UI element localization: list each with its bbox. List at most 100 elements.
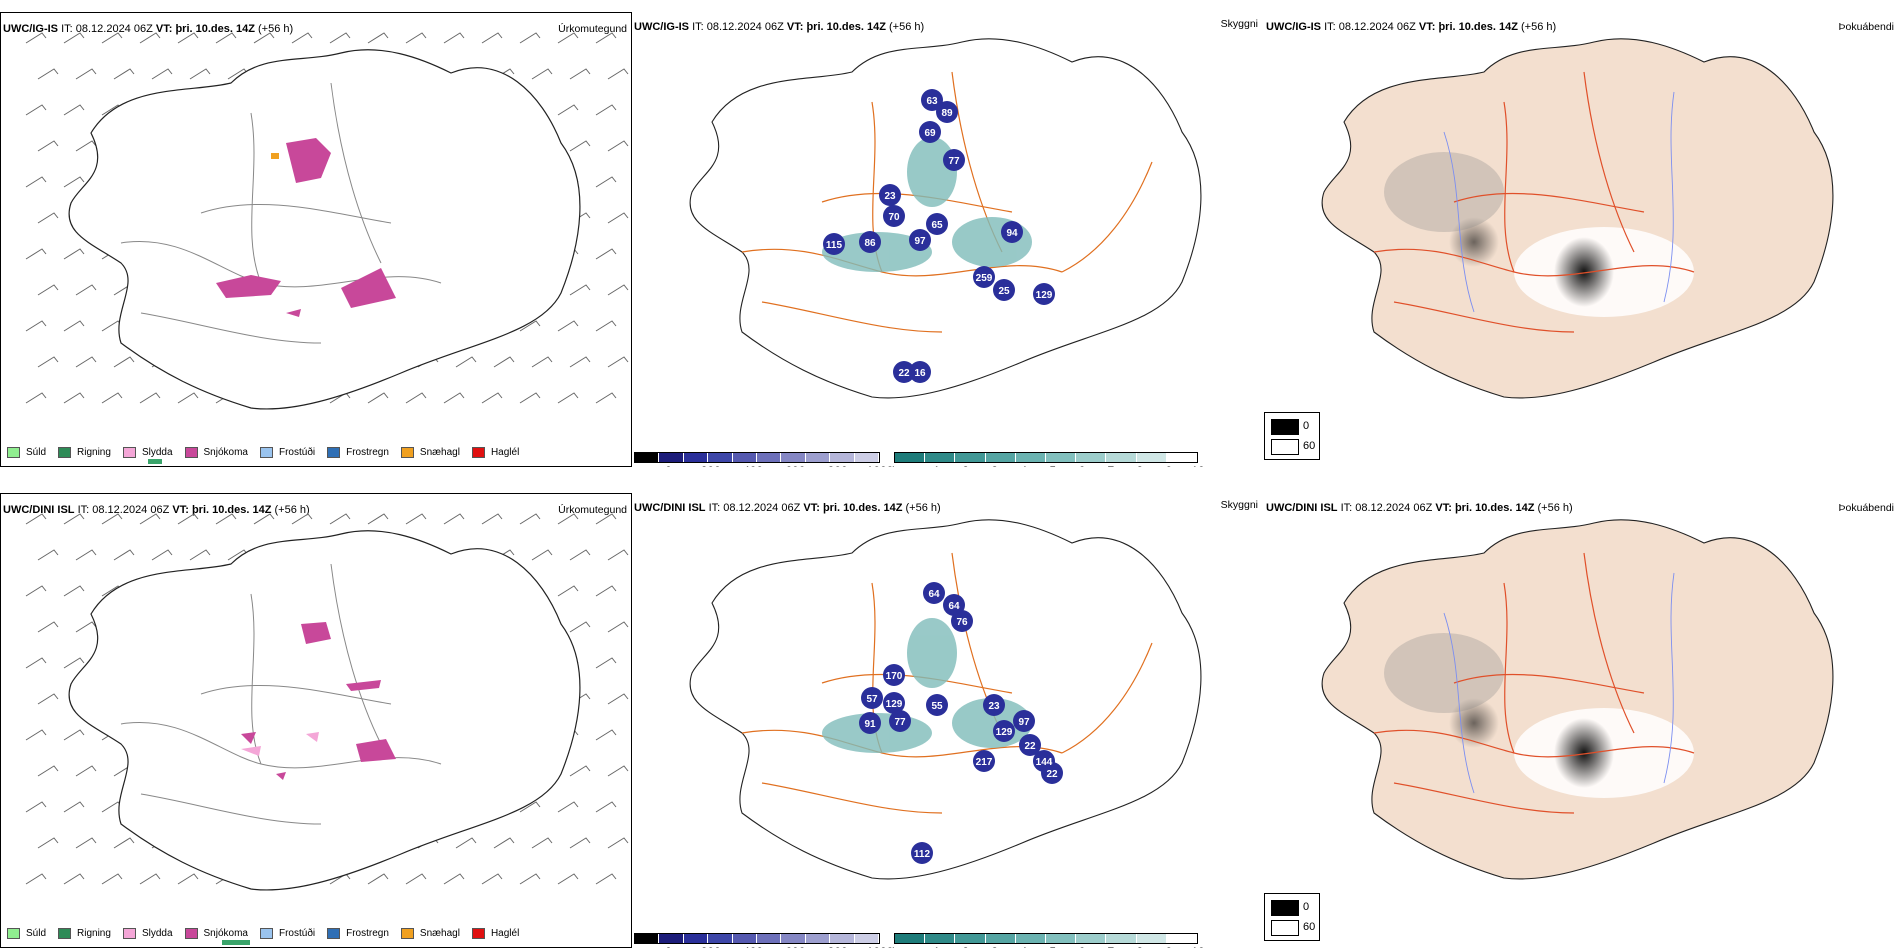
field-title: Skyggni <box>1220 499 1258 511</box>
cloud-value-label: 77 <box>948 156 960 167</box>
legend-item: Rigning <box>58 447 111 458</box>
cloud-cell <box>823 233 845 255</box>
wind-barb <box>113 549 135 561</box>
cloud-cell <box>909 229 931 251</box>
legend-swatch <box>7 447 20 458</box>
snow-areas <box>241 622 396 780</box>
fog-legend-value: 60 <box>1303 921 1316 933</box>
wind-barb <box>569 284 591 296</box>
legend-item: Frostúði <box>259 928 315 939</box>
colorbar-bin <box>1076 934 1107 943</box>
wind-barb <box>607 212 629 224</box>
wind-barb <box>595 248 617 260</box>
colorbar-tick: 1000 <box>867 945 894 948</box>
wind-barb <box>481 32 503 44</box>
wind-barb <box>519 32 541 44</box>
colorbar-bin <box>1106 934 1137 943</box>
cloud-cell <box>1033 283 1055 305</box>
legend-swatch <box>58 447 72 458</box>
legend-label: Haglél <box>490 447 520 458</box>
legend-swatch <box>471 447 485 458</box>
wind-barb <box>63 729 85 741</box>
colorbar-unit: km <box>892 464 908 467</box>
panel-header: UWC/IG-IS IT: 08.12.2024 06Z VT: þri. 10… <box>3 23 294 35</box>
legend-item: Slydda <box>122 928 173 939</box>
cloud-cell <box>893 361 915 383</box>
wind-barb <box>253 513 275 525</box>
colorbar-bin <box>757 934 782 943</box>
colorbar-tick: 600 <box>785 945 805 948</box>
colorbar-bin <box>854 453 880 462</box>
wind-barb <box>557 392 579 404</box>
legend-label: Frostregn <box>346 447 389 458</box>
wind-barb <box>25 104 47 116</box>
colorbar-bin <box>854 934 880 943</box>
iceland-fog-map <box>1321 38 1834 399</box>
cloud-value-label: 23 <box>884 191 896 202</box>
wind-barb <box>367 32 389 44</box>
colorbar-tick: 5 <box>1049 464 1056 467</box>
legend-label: Haglél <box>490 928 520 939</box>
wind-barb <box>101 392 123 404</box>
wind-barb <box>215 32 237 44</box>
cloud-cell <box>973 750 995 772</box>
legend-swatch <box>471 928 485 939</box>
fog-legend-swatch <box>1271 920 1299 936</box>
wind-barb <box>569 68 591 80</box>
cloud-value-label: 77 <box>894 717 906 728</box>
panel-header: UWC/DINI ISL IT: 08.12.2024 06Z VT: þri.… <box>1266 502 1573 514</box>
fog-legend-value: 60 <box>1303 440 1316 452</box>
legend-swatch <box>122 928 136 939</box>
precip-legend: Súld Rigning Slydda Snjókoma Frostúði Frostre… <box>7 928 519 939</box>
fog-legend: 0 60 <box>1264 412 1320 460</box>
colorbar-bin <box>1166 453 1198 462</box>
wind-barb <box>177 513 199 525</box>
wind-barb <box>607 140 629 152</box>
wind-barb <box>151 68 173 80</box>
colorbar-bin <box>805 453 831 462</box>
precip-legend: Súld Rigning Slydda Snjókoma Frostúði Frostre… <box>7 447 519 458</box>
legend-item: Snjókoma <box>184 928 248 939</box>
cloud-value-label: 22 <box>1046 769 1058 780</box>
colorbar-tick: 800 <box>828 464 848 467</box>
wind-barb <box>519 320 541 332</box>
legend-item: Rigning <box>58 928 111 939</box>
wind-barb <box>405 873 427 885</box>
colorbar-tick: 7 <box>1108 464 1115 467</box>
wind-barb <box>443 32 465 44</box>
cloud-value-label: 57 <box>866 694 878 705</box>
colorbar-tick: 9 <box>1166 464 1173 467</box>
field-title: Þokuábendi <box>1838 21 1894 33</box>
wind-barb <box>405 392 427 404</box>
cloud-value-label: 94 <box>1006 228 1018 239</box>
colorbar-bin <box>830 453 855 462</box>
wind-barb <box>37 68 59 80</box>
colorbar-tick: 0 <box>665 945 672 948</box>
colorbar-strip <box>894 452 1198 463</box>
wind-barb <box>215 513 237 525</box>
visibility-colorbar: km 1 2 3 4 5 6 7 8 9 10 <box>892 452 1205 467</box>
cloud-value-label: 25 <box>998 286 1010 297</box>
colorbar-tick: 4 <box>1020 945 1027 948</box>
colorbar-bin <box>955 934 986 943</box>
wind-barb <box>607 837 629 849</box>
wind-barb <box>25 585 47 597</box>
colorbar-tick: 5 <box>1049 945 1056 948</box>
legend-swatch <box>122 447 136 458</box>
wind-barb <box>253 32 275 44</box>
colorbar-bin <box>925 934 956 943</box>
wind-barb <box>63 176 85 188</box>
wind-barb <box>367 873 389 885</box>
cloud-value-label: 55 <box>931 701 943 712</box>
wind-barb <box>607 621 629 633</box>
fog-legend: 0 60 <box>1264 893 1320 941</box>
colorbar-tick: 10 <box>1191 464 1204 467</box>
colorbar-tick: 800 <box>828 945 848 948</box>
colorbar-bin <box>659 934 684 943</box>
colorbar-tick: 600 <box>785 464 805 467</box>
legend-label: Snæhagl <box>419 928 460 939</box>
wind-barb <box>595 729 617 741</box>
cloud-value-label: 64 <box>928 589 940 600</box>
colorbar-bin <box>805 934 831 943</box>
wind-barb <box>139 513 161 525</box>
